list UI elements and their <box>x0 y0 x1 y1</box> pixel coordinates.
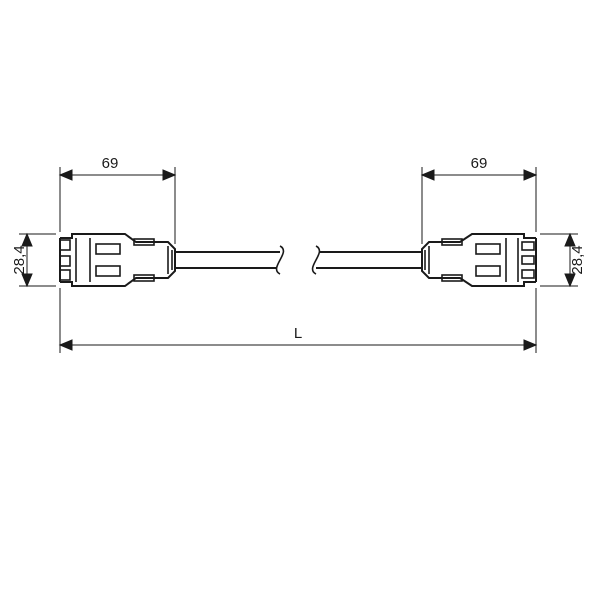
dim-bottom-label: L <box>294 325 302 342</box>
dim-top-left-label: 69 <box>102 155 119 172</box>
dim-left-height-label: 28,4 <box>11 245 28 274</box>
left-connector <box>60 234 175 286</box>
technical-drawing: 69 69 L 28,4 28,4 <box>0 0 600 600</box>
dim-right-height-label: 28,4 <box>569 245 586 274</box>
right-connector <box>422 234 536 286</box>
cable <box>175 246 422 274</box>
dim-top-right-label: 69 <box>471 155 488 172</box>
